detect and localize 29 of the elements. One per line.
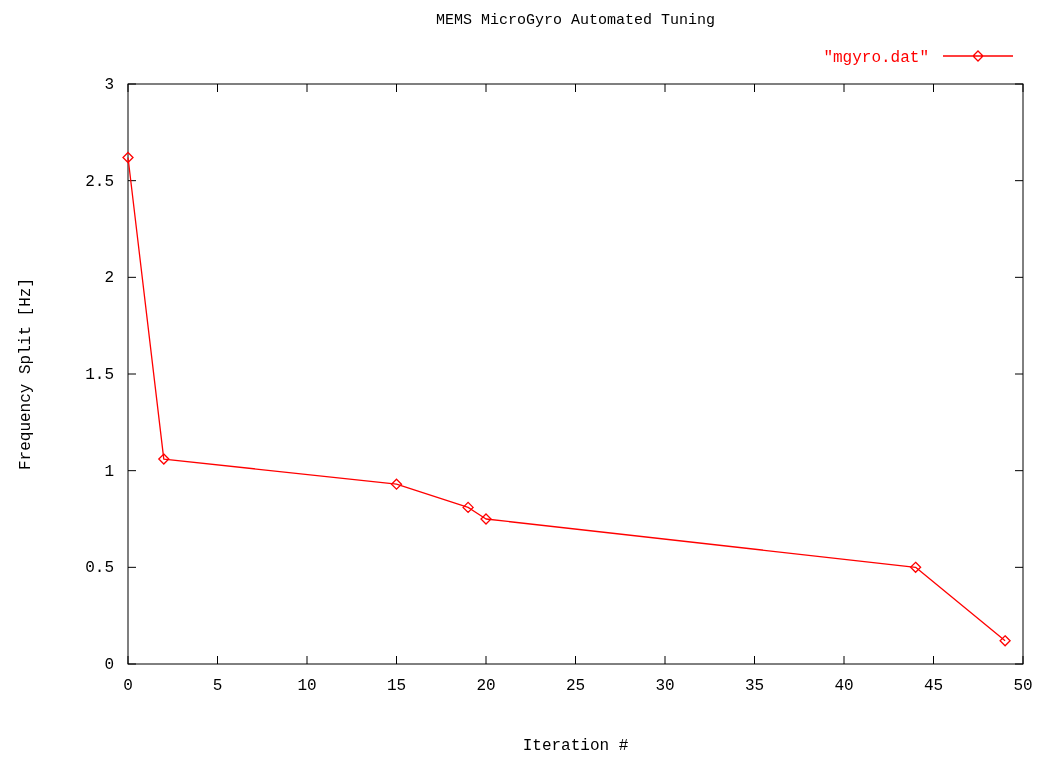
y-tick-label: 3 bbox=[104, 76, 114, 94]
x-tick-label: 25 bbox=[565, 677, 586, 695]
x-tick-label: 10 bbox=[297, 677, 317, 695]
x-tick-label: 50 bbox=[1013, 677, 1033, 695]
legend-label: "mgyro.dat" bbox=[823, 49, 929, 67]
y-tick-label: 1.5 bbox=[85, 366, 114, 384]
point bbox=[462, 501, 474, 514]
x-tick-label: 15 bbox=[386, 677, 407, 695]
point bbox=[909, 561, 922, 573]
y-tick-label: 0.5 bbox=[85, 559, 114, 578]
point bbox=[122, 151, 134, 164]
point bbox=[480, 513, 492, 525]
x-tick-label: 45 bbox=[923, 677, 944, 695]
chart-title: MEMS MicroGyro Automated Tuning bbox=[435, 12, 716, 29]
x-tick-label: 30 bbox=[655, 677, 675, 695]
y-tick-label: 2.5 bbox=[85, 172, 114, 191]
x-axis-title: Iteration # bbox=[522, 737, 629, 755]
x-tick-label: 35 bbox=[744, 677, 765, 695]
point bbox=[158, 453, 170, 465]
y-axis-title: Frequency Split [Hz] bbox=[17, 277, 35, 471]
y-tick-label: 0 bbox=[104, 656, 114, 674]
y-tick-label: 1 bbox=[104, 462, 114, 481]
point bbox=[390, 478, 403, 490]
x-tick-label: 20 bbox=[476, 677, 496, 695]
point bbox=[999, 635, 1011, 647]
x-tick-label: 40 bbox=[834, 677, 854, 695]
x-tick-label: 0 bbox=[123, 677, 133, 695]
x-tick-label: 5 bbox=[212, 677, 223, 695]
y-tick-label: 2 bbox=[104, 269, 114, 288]
